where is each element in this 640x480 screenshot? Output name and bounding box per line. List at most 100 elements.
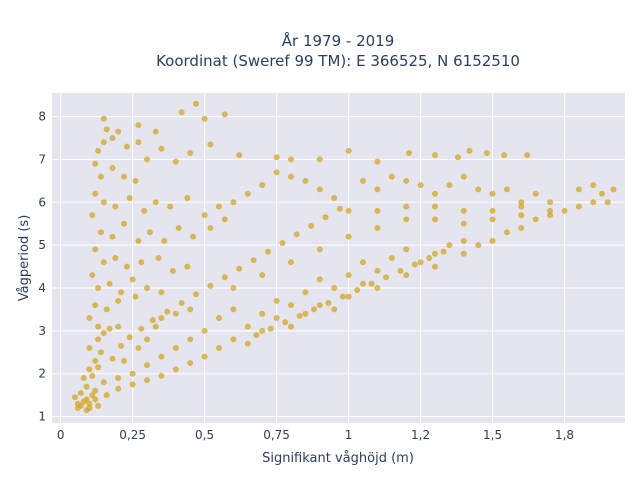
data-point bbox=[590, 199, 597, 206]
data-point bbox=[288, 156, 294, 163]
data-point bbox=[339, 293, 346, 300]
data-point bbox=[109, 165, 116, 171]
data-point bbox=[316, 302, 323, 309]
data-point bbox=[230, 306, 237, 313]
data-point bbox=[135, 139, 142, 146]
data-point bbox=[368, 280, 375, 287]
data-point bbox=[103, 126, 110, 133]
data-point bbox=[244, 190, 251, 197]
data-point bbox=[106, 325, 113, 332]
data-point bbox=[221, 216, 228, 223]
data-point bbox=[411, 261, 418, 268]
data-point bbox=[406, 150, 412, 156]
x-tick-label: 1,5 bbox=[483, 428, 502, 442]
data-point bbox=[316, 276, 323, 283]
data-point bbox=[221, 274, 228, 281]
data-point bbox=[74, 405, 81, 411]
data-point bbox=[316, 156, 323, 163]
data-point bbox=[446, 182, 453, 189]
data-point bbox=[388, 173, 395, 180]
data-point bbox=[77, 390, 84, 396]
data-point bbox=[100, 199, 107, 206]
data-point bbox=[118, 342, 125, 349]
data-point bbox=[446, 242, 453, 249]
data-point bbox=[374, 285, 381, 291]
data-point bbox=[466, 147, 473, 154]
data-point bbox=[100, 139, 107, 146]
x-tick-label: 0 bbox=[57, 428, 65, 442]
data-point bbox=[221, 111, 228, 118]
data-point bbox=[273, 154, 280, 161]
data-point bbox=[253, 332, 260, 339]
data-point bbox=[97, 229, 104, 236]
data-point bbox=[322, 214, 329, 221]
chart-title-line2: Koordinat (Sweref 99 TM): E 366525, N 61… bbox=[156, 52, 520, 70]
data-point bbox=[167, 203, 174, 210]
data-point bbox=[172, 366, 179, 373]
x-axis-title: Signifikant våghöjd (m) bbox=[262, 451, 414, 466]
data-point bbox=[440, 248, 447, 255]
data-point bbox=[360, 280, 366, 287]
x-tick-label: 0,25 bbox=[119, 428, 146, 442]
data-point bbox=[432, 263, 438, 270]
data-point bbox=[216, 345, 222, 351]
data-point bbox=[403, 246, 410, 253]
data-point bbox=[172, 158, 179, 165]
data-point bbox=[115, 323, 122, 330]
x-tick-label: 1,8 bbox=[555, 428, 574, 442]
data-point bbox=[460, 220, 467, 227]
data-point bbox=[288, 259, 294, 266]
data-point bbox=[92, 302, 99, 309]
data-point bbox=[126, 195, 133, 201]
data-point bbox=[178, 109, 185, 116]
data-point bbox=[432, 216, 438, 223]
data-point bbox=[360, 259, 366, 266]
x-tick-label: 1,2 bbox=[411, 428, 430, 442]
y-tick-label: 4 bbox=[38, 281, 46, 295]
data-point bbox=[604, 199, 611, 206]
data-point bbox=[126, 334, 133, 341]
data-points bbox=[72, 100, 617, 414]
data-point bbox=[432, 203, 438, 210]
data-point bbox=[267, 325, 274, 332]
data-point bbox=[273, 297, 280, 304]
data-point bbox=[121, 220, 127, 227]
data-point bbox=[115, 375, 122, 381]
data-point bbox=[89, 212, 96, 219]
data-point bbox=[129, 276, 136, 283]
data-point bbox=[475, 242, 482, 249]
data-point bbox=[144, 285, 150, 291]
data-point bbox=[489, 237, 496, 244]
data-point bbox=[273, 169, 280, 176]
data-point bbox=[100, 379, 107, 386]
data-point bbox=[146, 229, 153, 236]
data-point bbox=[236, 152, 243, 159]
data-point bbox=[547, 207, 554, 214]
data-point bbox=[83, 383, 90, 390]
data-point bbox=[95, 323, 102, 330]
data-point bbox=[590, 182, 597, 189]
data-point bbox=[302, 289, 309, 296]
data-point bbox=[501, 152, 508, 159]
data-point bbox=[311, 306, 317, 313]
data-point bbox=[89, 392, 96, 399]
x-tick-label: 0,5 bbox=[195, 428, 214, 442]
data-point bbox=[282, 319, 289, 326]
data-point bbox=[293, 231, 300, 238]
data-point bbox=[92, 190, 99, 197]
data-point bbox=[374, 267, 381, 274]
data-point bbox=[144, 336, 150, 343]
data-point bbox=[331, 306, 338, 313]
data-point bbox=[561, 207, 568, 214]
data-point bbox=[288, 173, 294, 180]
data-point bbox=[383, 274, 389, 281]
data-point bbox=[100, 115, 107, 122]
data-point bbox=[155, 255, 162, 261]
data-point bbox=[95, 336, 102, 343]
data-point bbox=[426, 255, 433, 261]
data-point bbox=[524, 152, 531, 159]
data-point bbox=[236, 265, 243, 272]
data-point bbox=[475, 186, 482, 193]
data-point bbox=[100, 259, 107, 266]
